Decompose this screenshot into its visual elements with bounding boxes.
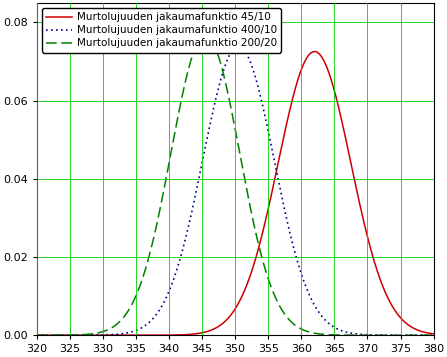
Murtolujuuden jakaumafunktio 45/10 [405,322,411,327]
Murtolujuuden jakaumafunktio 45/10 [178,333,184,337]
Murtolujuuden jakaumafunktio 400/10 [236,44,241,49]
Line: Murtolujuuden jakaumafunktio 200/20: Murtolujuuden jakaumafunktio 200/20 [4,35,447,335]
Legend: Murtolujuuden jakaumafunktio 45/10, Murtolujuuden jakaumafunktio 400/10, Murtolu: Murtolujuuden jakaumafunktio 45/10, Murt… [42,8,282,52]
Murtolujuuden jakaumafunktio 45/10 [54,333,59,337]
Murtolujuuden jakaumafunktio 200/20 [198,35,204,40]
Murtolujuuden jakaumafunktio 400/10 [198,165,204,169]
Murtolujuuden jakaumafunktio 200/20 [202,33,208,37]
Line: Murtolujuuden jakaumafunktio 400/10: Murtolujuuden jakaumafunktio 400/10 [4,46,447,335]
Murtolujuuden jakaumafunktio 200/20 [81,332,86,337]
Murtolujuuden jakaumafunktio 45/10 [1,333,6,337]
Murtolujuuden jakaumafunktio 200/20 [178,99,184,103]
Murtolujuuden jakaumafunktio 200/20 [405,333,411,337]
Murtolujuuden jakaumafunktio 45/10 [81,333,86,337]
Murtolujuuden jakaumafunktio 45/10 [312,49,317,54]
Murtolujuuden jakaumafunktio 400/10 [1,333,6,337]
Murtolujuuden jakaumafunktio 400/10 [54,333,59,337]
Murtolujuuden jakaumafunktio 400/10 [405,333,411,337]
Murtolujuuden jakaumafunktio 400/10 [81,333,86,337]
Murtolujuuden jakaumafunktio 45/10 [198,331,204,335]
Murtolujuuden jakaumafunktio 200/20 [54,333,59,337]
Murtolujuuden jakaumafunktio 400/10 [178,253,184,257]
Line: Murtolujuuden jakaumafunktio 45/10: Murtolujuuden jakaumafunktio 45/10 [4,51,447,335]
Murtolujuuden jakaumafunktio 200/20 [1,333,6,337]
